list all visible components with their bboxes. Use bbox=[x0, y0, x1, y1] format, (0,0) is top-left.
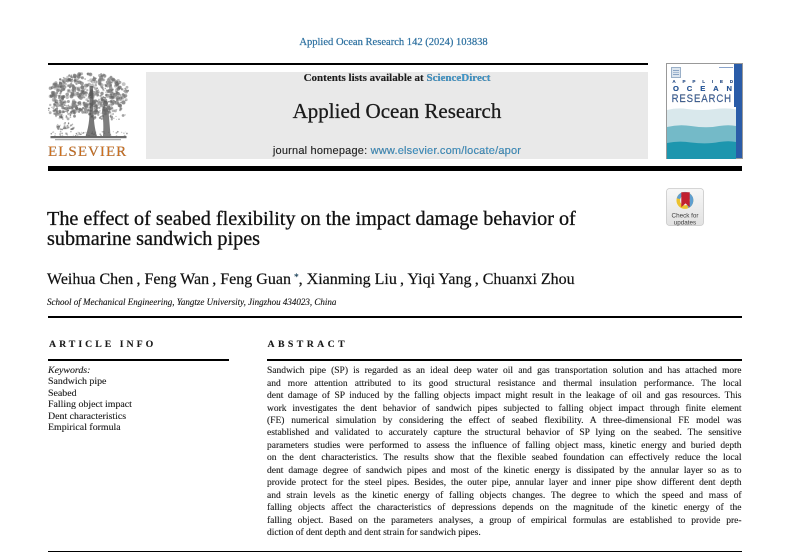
svg-text:updates: updates bbox=[674, 219, 696, 226]
svg-text:Check for: Check for bbox=[672, 213, 699, 220]
